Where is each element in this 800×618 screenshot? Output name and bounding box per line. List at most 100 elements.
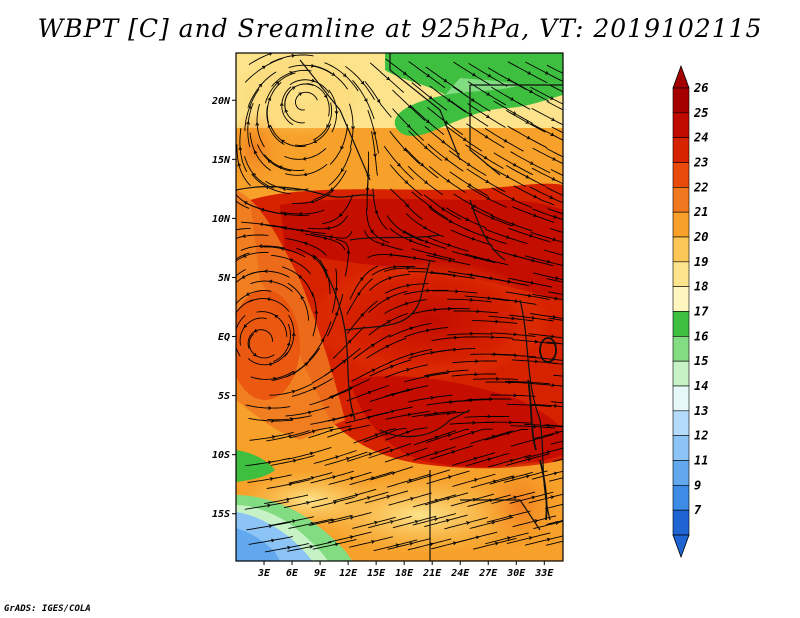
streamline-arrow [245, 292, 250, 296]
streamline-arrow [554, 403, 558, 408]
streamline-arrow [525, 120, 530, 124]
streamline-arrow [258, 83, 263, 88]
streamline [363, 427, 407, 443]
streamline-arrow [313, 139, 318, 143]
streamline [236, 200, 250, 209]
streamline-arrow [267, 503, 271, 508]
streamline [452, 86, 491, 112]
streamline-arrow [424, 145, 428, 149]
streamline-arrow [247, 104, 252, 109]
streamline [386, 473, 431, 488]
streamline-arrow [350, 476, 355, 481]
streamline-arrow [530, 280, 535, 285]
streamline-arrow [386, 76, 391, 81]
streamline [492, 297, 537, 305]
colorbar-label: 17 [694, 305, 709, 319]
streamline [430, 348, 476, 354]
streamline [470, 475, 515, 489]
streamline-arrow [366, 496, 371, 500]
streamline-arrow [471, 236, 476, 241]
streamline-arrow [360, 80, 365, 85]
streamline [288, 518, 333, 529]
lon-tick-label: 9E [314, 568, 327, 579]
latitude-axis: 20N 15N 10N 5N EQ 5S 10S 15S [211, 96, 236, 520]
streamline [531, 167, 563, 185]
streamline-arrow [568, 518, 571, 521]
streamline [453, 310, 499, 314]
streamline-arrow [452, 273, 457, 278]
streamline [345, 491, 389, 505]
streamline-arrow [242, 254, 247, 258]
streamline [392, 515, 437, 529]
streamline [270, 455, 315, 466]
streamline-arrow [348, 427, 353, 432]
streamline-arrow [397, 163, 401, 167]
streamline [244, 501, 289, 510]
streamline [485, 532, 529, 545]
streamline [491, 86, 531, 110]
streamline-arrow [405, 203, 409, 208]
streamline-arrow [334, 286, 339, 291]
streamline-arrow [469, 298, 474, 302]
streamline-arrow [573, 437, 576, 440]
colorbar-swatch [672, 435, 690, 461]
streamline [246, 270, 290, 278]
streamline-arrow [365, 187, 370, 192]
lon-tick-label: 33E [534, 568, 554, 579]
streamline [407, 271, 453, 276]
streamline-arrow [470, 430, 475, 435]
streamline-arrow [453, 335, 458, 340]
colorbar-swatch [672, 460, 690, 486]
streamline [236, 299, 254, 314]
streamline-arrow [299, 228, 304, 233]
streamline-arrow [226, 231, 229, 234]
streamline-arrow [359, 276, 364, 281]
streamline-arrow [228, 263, 231, 266]
streamline [307, 215, 349, 230]
streamline [407, 165, 443, 196]
streamline-arrow [371, 343, 375, 348]
streamline-arrow [334, 110, 339, 115]
streamline-arrow [406, 124, 411, 128]
streamline [311, 64, 348, 90]
streamline [368, 406, 413, 418]
colorbar-label: 13 [694, 404, 708, 418]
streamline-arrow [246, 120, 251, 125]
streamline [509, 79, 550, 102]
streamline [544, 249, 563, 256]
streamline-arrow [368, 452, 373, 456]
streamline [273, 323, 291, 363]
streamline-arrow [330, 187, 334, 192]
streamline [324, 451, 368, 466]
lon-tick-label: 12E [339, 568, 358, 579]
streamline [530, 122, 563, 141]
streamline-arrow [306, 500, 310, 505]
streamline [430, 272, 475, 279]
streamline-arrow [533, 194, 538, 199]
streamline [364, 230, 403, 251]
streamline [528, 356, 563, 361]
streamline [346, 384, 389, 402]
streamline-arrow [391, 471, 396, 476]
streamline [505, 165, 546, 187]
streamline [285, 237, 327, 256]
streamline [266, 430, 310, 442]
streamline [447, 298, 492, 303]
streamline-arrow [322, 236, 327, 241]
streamline-arrow [555, 430, 560, 435]
streamline [266, 479, 311, 490]
streamline [368, 290, 408, 313]
streamline [236, 315, 246, 357]
streamline-arrow [280, 246, 285, 251]
streamline-arrow [550, 334, 555, 339]
streamline [353, 428, 396, 444]
chart-title: WBPT [C] and Sreamline at 925hPa, VT: 20… [37, 14, 763, 43]
streamline [509, 314, 554, 322]
streamline [247, 329, 274, 349]
streamline [327, 409, 372, 422]
streamline-arrow [534, 339, 539, 344]
streamline [491, 187, 533, 208]
streamline [448, 150, 487, 176]
streamline-arrow [407, 412, 412, 417]
streamline-arrow [549, 195, 554, 199]
